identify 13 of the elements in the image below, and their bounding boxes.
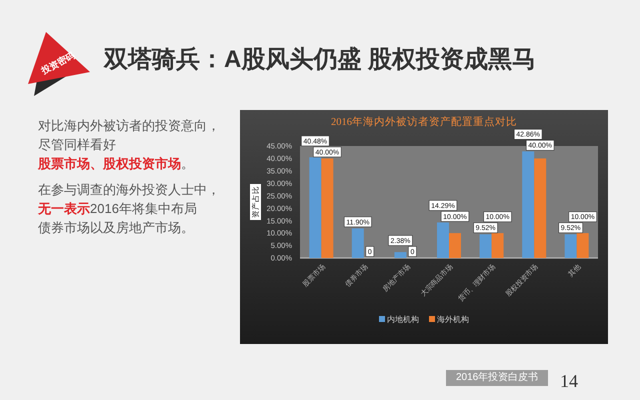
annotation: 2016年将集中布局 xyxy=(90,201,197,216)
annotation: 投资密码 xyxy=(40,50,76,76)
annotation: 无一表示 xyxy=(38,201,90,216)
annotation: 14 xyxy=(560,371,578,391)
annotation: 在参与调查的海外投资人士中， xyxy=(38,182,220,197)
annotation: 对比海内外被访者的投资意向， xyxy=(38,118,220,133)
annotation: 。 xyxy=(181,156,194,171)
title: 双塔骑兵：A股风头仍盛 股权投资成黑马 xyxy=(104,46,536,73)
subtitle: 2016年海内外被访者资产配置重点对比 xyxy=(331,117,517,128)
annotation: 债券市场以及房地产市场。 xyxy=(38,220,194,235)
annotation: 股票市场、股权投资市场 xyxy=(38,156,181,171)
annotation: 尽管同样看好 xyxy=(38,137,116,152)
annotation: 2016年投资白皮书 xyxy=(446,370,548,386)
